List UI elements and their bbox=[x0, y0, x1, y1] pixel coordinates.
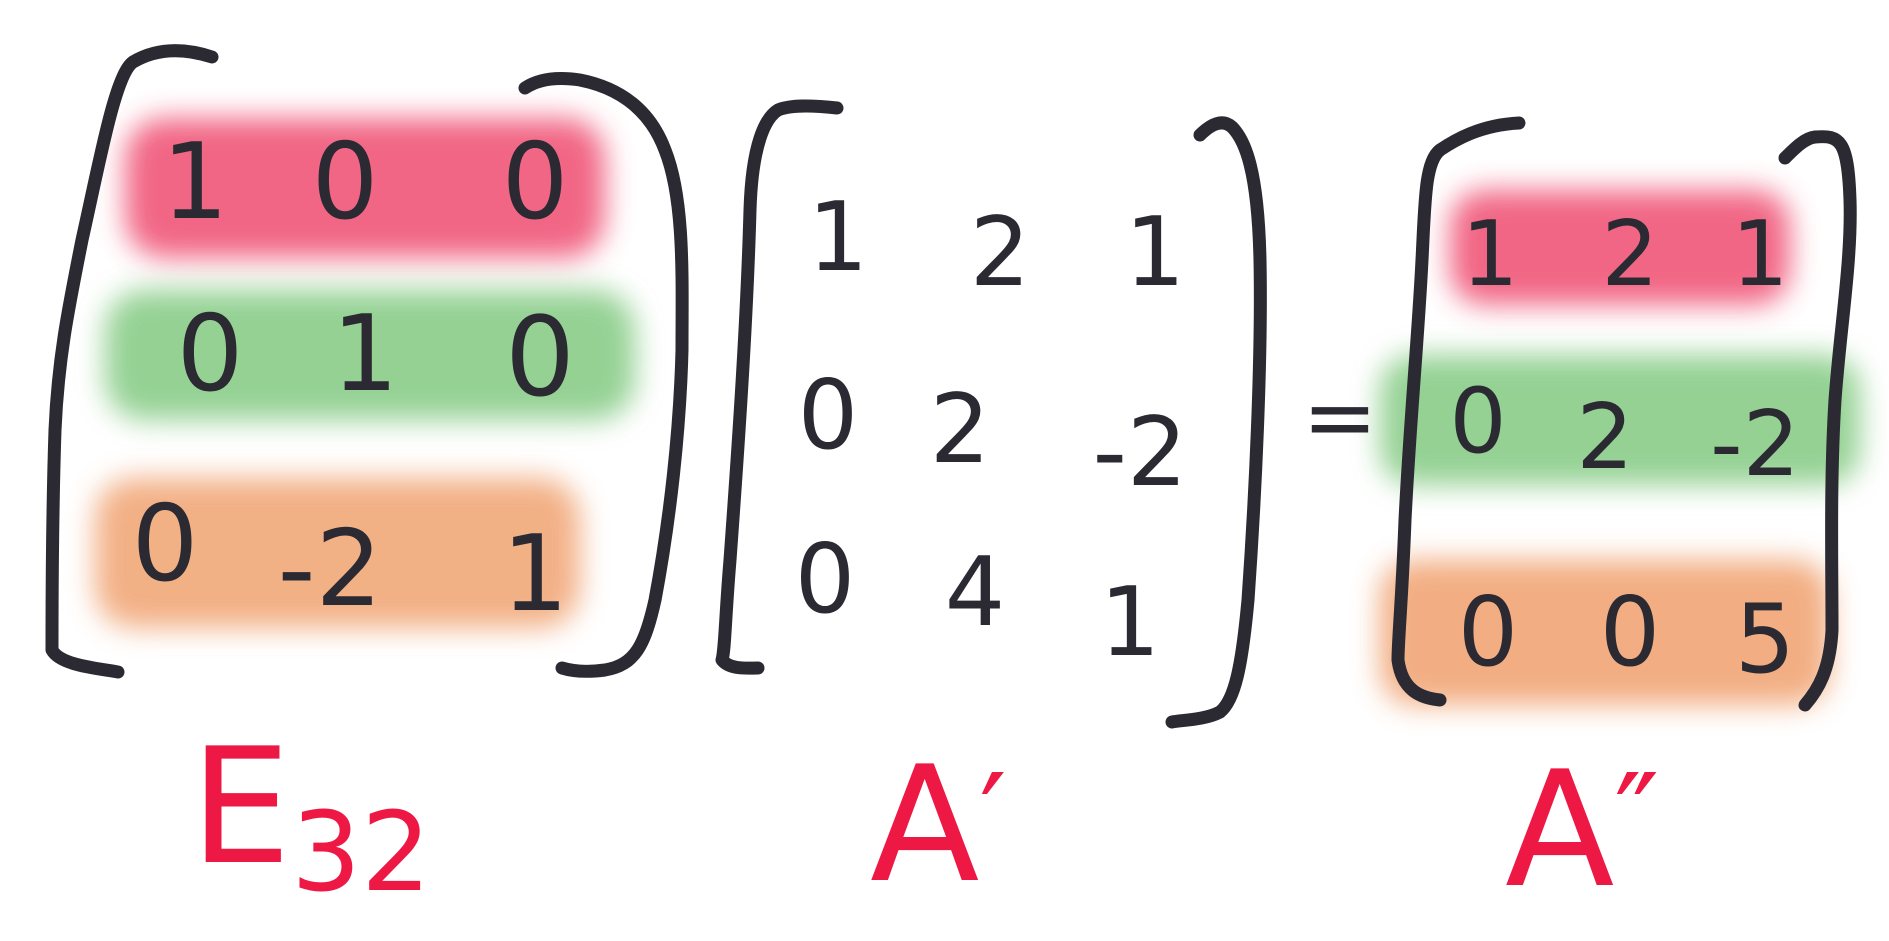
a-double-prime-label-prime: ″ bbox=[1614, 750, 1659, 889]
a-double-prime-row1-highlight bbox=[1450, 190, 1790, 305]
a-prime-label: A′ bbox=[870, 731, 1007, 918]
e32-entry-r2c1: 0 bbox=[177, 293, 244, 415]
e32-entry-r1c2: 0 bbox=[312, 121, 379, 243]
a-double-prime-label-main: A bbox=[1505, 736, 1614, 923]
e32-label-subscript: 32 bbox=[291, 788, 431, 916]
a-double-prime-entry-r3c1: 0 bbox=[1458, 578, 1518, 688]
equals-sign: = bbox=[1302, 365, 1377, 470]
a-prime-entry-r3c3: 1 bbox=[1100, 568, 1160, 678]
a-prime-matrix: 1 2 1 0 2 -2 0 4 1 bbox=[795, 183, 1188, 678]
a-prime-entry-r2c3: -2 bbox=[1093, 398, 1188, 508]
e32-row2-highlight bbox=[105, 290, 635, 420]
e32-right-bracket bbox=[518, 72, 689, 678]
a-double-prime-entry-r2c1: 0 bbox=[1449, 369, 1506, 474]
e32-entry-r3c1: 0 bbox=[132, 483, 199, 605]
e32-label-main: E bbox=[190, 713, 291, 900]
e32-entry-r3c2: -2 bbox=[278, 508, 383, 630]
a-double-prime-entry-r1c2: 2 bbox=[1601, 202, 1658, 307]
e32-entry-r2c3: 0 bbox=[505, 293, 575, 421]
e32-label: E32 bbox=[190, 713, 431, 916]
e32-entry-r1c3: 0 bbox=[502, 121, 569, 243]
e32-matrix: 1 0 0 0 1 0 0 -2 1 bbox=[132, 121, 575, 635]
a-prime-entry-r3c1: 0 bbox=[795, 525, 855, 635]
a-prime-label-prime: ′ bbox=[979, 750, 1006, 889]
a-prime-left-bracket bbox=[715, 99, 844, 675]
a-double-prime-matrix: 1 2 1 0 2 -2 0 0 5 bbox=[1449, 202, 1800, 695]
a-double-prime-label: A″ bbox=[1505, 736, 1659, 923]
e32-entry-r2c2: 1 bbox=[332, 293, 399, 415]
e32-row3-highlight bbox=[95, 478, 580, 628]
a-prime-label-main: A bbox=[870, 731, 979, 918]
matrix-labels: E32 A′ A″ bbox=[190, 713, 1659, 923]
a-double-prime-row3-highlight bbox=[1380, 560, 1830, 705]
a-double-prime-entry-r2c3: -2 bbox=[1710, 392, 1800, 497]
matrix-brackets bbox=[45, 44, 1857, 729]
a-double-prime-entry-r3c2: 0 bbox=[1600, 578, 1660, 688]
a-double-prime-entry-r3c3: 5 bbox=[1735, 585, 1795, 695]
a-prime-entry-r2c1: 0 bbox=[798, 361, 858, 471]
e32-entry-r1c1: 1 bbox=[162, 121, 229, 243]
a-prime-entry-r1c3: 1 bbox=[1125, 198, 1185, 308]
a-double-prime-entry-r1c1: 1 bbox=[1461, 202, 1518, 307]
a-prime-right-bracket bbox=[1165, 116, 1267, 729]
a-double-prime-right-bracket bbox=[1778, 130, 1857, 712]
a-prime-entry-r2c2: 2 bbox=[930, 375, 990, 485]
a-double-prime-left-bracket bbox=[1391, 116, 1526, 707]
a-double-prime-entry-r2c2: 2 bbox=[1576, 385, 1633, 490]
a-prime-entry-r1c2: 2 bbox=[970, 198, 1030, 308]
e32-entry-r3c3: 1 bbox=[502, 513, 569, 635]
a-prime-entry-r1c1: 1 bbox=[808, 183, 868, 293]
row-highlights bbox=[95, 118, 1860, 705]
a-prime-entry-r3c2: 4 bbox=[945, 538, 1005, 648]
e32-row1-highlight bbox=[125, 118, 605, 258]
e32-left-bracket bbox=[45, 44, 219, 679]
a-double-prime-row2-highlight bbox=[1380, 355, 1860, 485]
a-double-prime-entry-r1c3: 1 bbox=[1731, 202, 1788, 307]
